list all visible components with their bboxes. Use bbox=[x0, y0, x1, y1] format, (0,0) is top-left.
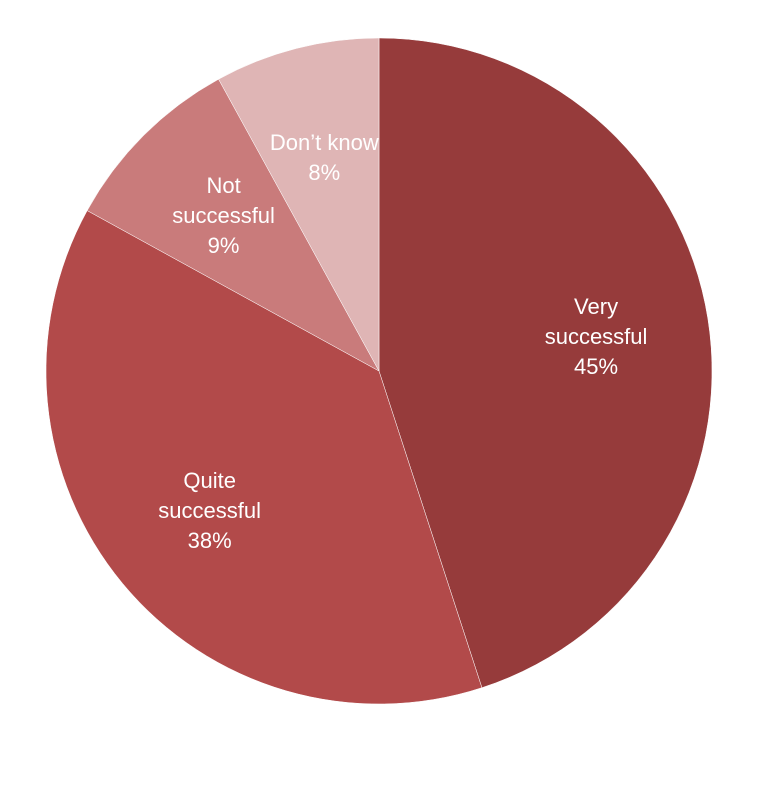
value-label: 9% bbox=[207, 232, 240, 258]
category-label: Don’t know bbox=[269, 130, 379, 156]
value-label: 8% bbox=[308, 160, 341, 186]
category-label: Quite successful bbox=[158, 468, 262, 524]
slice-label: Quite successful 38% bbox=[140, 466, 280, 556]
pie-slice bbox=[218, 37, 380, 372]
pie-slice bbox=[86, 78, 380, 372]
value-label: 45% bbox=[574, 353, 619, 379]
slice-label: Not successful 9% bbox=[154, 171, 294, 261]
slice-label: Don’t know 8% bbox=[254, 128, 394, 188]
pie-slice bbox=[378, 37, 713, 689]
pie-slice bbox=[45, 210, 483, 705]
value-label: 38% bbox=[187, 528, 232, 554]
category-label: Not successful bbox=[172, 172, 275, 228]
category-label: Very successful bbox=[544, 293, 648, 349]
slice-label: Very successful 45% bbox=[526, 292, 666, 382]
